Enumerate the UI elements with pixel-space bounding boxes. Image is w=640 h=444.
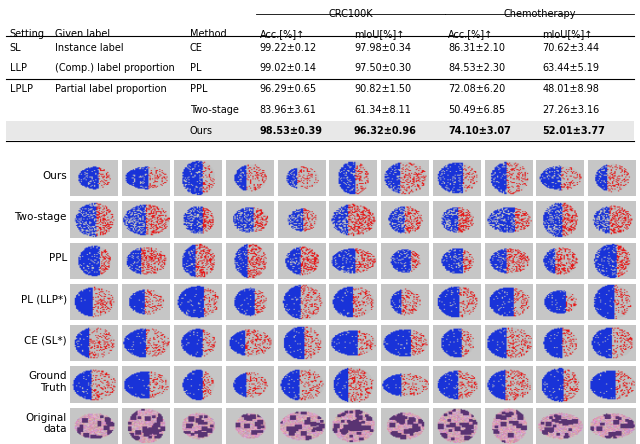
Text: 84.53±2.30: 84.53±2.30 bbox=[448, 63, 506, 73]
Text: CE (SL*): CE (SL*) bbox=[24, 336, 67, 346]
Text: 98.53±0.39: 98.53±0.39 bbox=[260, 126, 323, 136]
Text: Ours: Ours bbox=[42, 170, 67, 181]
Text: Method: Method bbox=[190, 29, 227, 40]
Text: PPL: PPL bbox=[49, 253, 67, 263]
Text: 99.22±0.12: 99.22±0.12 bbox=[260, 43, 317, 52]
Text: 61.34±8.11: 61.34±8.11 bbox=[354, 105, 411, 115]
Text: CE: CE bbox=[190, 43, 203, 52]
Text: CRC100K: CRC100K bbox=[328, 9, 373, 19]
FancyBboxPatch shape bbox=[6, 121, 634, 140]
Text: 63.44±5.19: 63.44±5.19 bbox=[543, 63, 600, 73]
Text: Partial label proportion: Partial label proportion bbox=[54, 84, 166, 94]
Text: LLP: LLP bbox=[10, 63, 27, 73]
Text: 96.32±0.96: 96.32±0.96 bbox=[354, 126, 417, 136]
Text: 86.31±2.10: 86.31±2.10 bbox=[448, 43, 505, 52]
Text: 90.82±1.50: 90.82±1.50 bbox=[354, 84, 411, 94]
Text: 96.29±0.65: 96.29±0.65 bbox=[260, 84, 317, 94]
Text: Acc.[%]↑: Acc.[%]↑ bbox=[448, 29, 493, 40]
Text: mIoU[%]↑: mIoU[%]↑ bbox=[354, 29, 404, 40]
Text: LPLP: LPLP bbox=[10, 84, 33, 94]
Text: 70.62±3.44: 70.62±3.44 bbox=[543, 43, 600, 52]
Text: Two-stage: Two-stage bbox=[15, 212, 67, 222]
Text: 97.50±0.30: 97.50±0.30 bbox=[354, 63, 411, 73]
Text: PL (LLP*): PL (LLP*) bbox=[20, 294, 67, 305]
Text: Given label: Given label bbox=[54, 29, 110, 40]
Text: Setting: Setting bbox=[10, 29, 45, 40]
Text: (Comp.) label proportion: (Comp.) label proportion bbox=[54, 63, 175, 73]
Text: 74.10±3.07: 74.10±3.07 bbox=[448, 126, 511, 136]
Text: Chemotherapy: Chemotherapy bbox=[503, 9, 575, 19]
Text: PPL: PPL bbox=[190, 84, 207, 94]
Text: 97.98±0.34: 97.98±0.34 bbox=[354, 43, 411, 52]
Text: 72.08±6.20: 72.08±6.20 bbox=[448, 84, 506, 94]
Text: Acc.[%]↑: Acc.[%]↑ bbox=[260, 29, 305, 40]
Text: 50.49±6.85: 50.49±6.85 bbox=[448, 105, 506, 115]
Text: Ground
Truth: Ground Truth bbox=[28, 371, 67, 393]
Text: 48.01±8.98: 48.01±8.98 bbox=[543, 84, 600, 94]
Text: Original
data: Original data bbox=[26, 412, 67, 434]
Text: 27.26±3.16: 27.26±3.16 bbox=[543, 105, 600, 115]
Text: Instance label: Instance label bbox=[54, 43, 124, 52]
Text: SL: SL bbox=[10, 43, 21, 52]
Text: 52.01±3.77: 52.01±3.77 bbox=[543, 126, 605, 136]
Text: mIoU[%]↑: mIoU[%]↑ bbox=[543, 29, 593, 40]
Text: Ours: Ours bbox=[190, 126, 213, 136]
Text: Two-stage: Two-stage bbox=[190, 105, 239, 115]
Text: 83.96±3.61: 83.96±3.61 bbox=[260, 105, 317, 115]
Text: PL: PL bbox=[190, 63, 202, 73]
Text: 99.02±0.14: 99.02±0.14 bbox=[260, 63, 317, 73]
